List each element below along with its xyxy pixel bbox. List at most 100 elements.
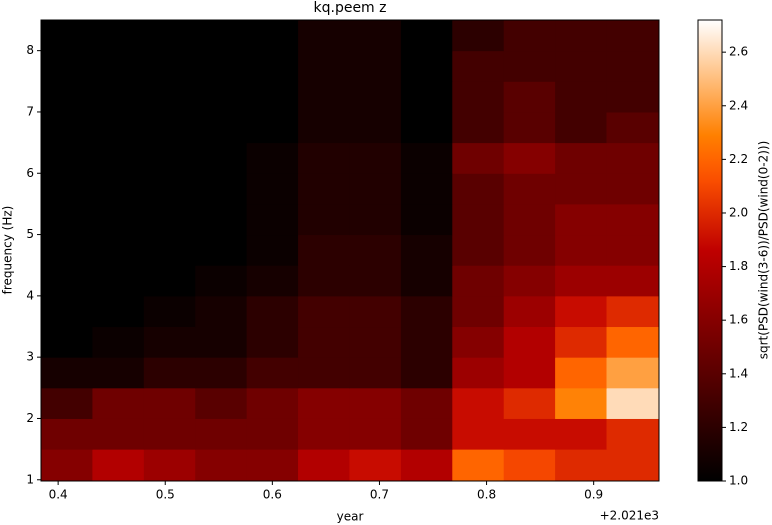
x-tick-label: 0.6 (263, 488, 282, 502)
heat-cell (349, 142, 402, 174)
heat-cell (41, 81, 93, 113)
heat-cell (298, 387, 350, 419)
heat-cell (143, 265, 196, 297)
heat-cell (606, 111, 660, 144)
heat-cell (195, 203, 248, 236)
colorbar-tick-label: 1.6 (729, 313, 748, 327)
heat-cell (503, 326, 556, 358)
heat-cell (606, 50, 660, 82)
heat-cell (503, 265, 556, 297)
heat-cell (195, 142, 248, 174)
heat-cell (555, 173, 608, 205)
heat-cell (400, 357, 453, 389)
plot-frame (40, 19, 660, 482)
heat-cell (606, 265, 660, 297)
heat-cell (143, 326, 196, 358)
colorbar-tick-label: 1.4 (729, 366, 748, 380)
heat-cell (452, 265, 505, 297)
heat-cell (503, 387, 556, 419)
heat-cell (349, 50, 402, 82)
heat-cell (246, 203, 299, 236)
heat-cell (298, 20, 350, 52)
heat-cell (452, 50, 505, 82)
chart-title: kq.peem z (314, 0, 387, 16)
heat-cell (452, 295, 505, 328)
y-axis-label: frequency (Hz) (1, 206, 15, 295)
heat-cell (41, 449, 93, 482)
heat-cell (606, 418, 660, 450)
heat-cell (503, 142, 556, 174)
colorbar-tick-label: 2.2 (729, 152, 748, 166)
heat-cell (606, 234, 660, 266)
colorbar-tick-label: 1.0 (729, 474, 748, 488)
heat-cell (92, 20, 145, 52)
heat-cell (41, 20, 93, 52)
heat-cell (92, 387, 145, 419)
heat-cell (41, 357, 93, 389)
heat-cell (143, 203, 196, 236)
x-tick-label: 0.9 (584, 488, 603, 502)
heat-cell (452, 357, 505, 389)
y-tick-label: 3 (26, 350, 34, 364)
y-tick-label: 1 (26, 472, 34, 486)
heat-cell (606, 357, 660, 389)
heat-cell (246, 173, 299, 205)
heat-cell (41, 142, 93, 174)
heat-cell (298, 326, 350, 358)
heat-cell (298, 295, 350, 328)
heat-cell (503, 295, 556, 328)
heat-cell (195, 449, 248, 482)
heat-cell (452, 142, 505, 174)
colorbar-tick-label: 1.8 (729, 259, 748, 273)
heat-cell (503, 234, 556, 266)
heat-cell (143, 142, 196, 174)
colorbar-tick-label: 2.0 (729, 205, 748, 219)
heat-cell (606, 326, 660, 358)
heat-cell (298, 142, 350, 174)
heat-cell (195, 81, 248, 113)
heat-cell (349, 387, 402, 419)
heat-cell (195, 326, 248, 358)
heat-cell (349, 81, 402, 113)
heat-cell (606, 295, 660, 328)
heat-cell (143, 234, 196, 266)
heat-cell (298, 50, 350, 82)
heat-cell (400, 326, 453, 358)
heat-cell (195, 111, 248, 144)
heat-cell (503, 449, 556, 482)
heat-cell (606, 20, 660, 52)
heat-cell (92, 234, 145, 266)
heat-cell (246, 234, 299, 266)
heat-cell (298, 81, 350, 113)
heat-cell (298, 203, 350, 236)
heat-cell (400, 418, 453, 450)
heat-cell (246, 326, 299, 358)
colorbar-tick-label: 1.2 (729, 420, 748, 434)
heat-cell (555, 326, 608, 358)
heat-cell (400, 234, 453, 266)
heat-cell (555, 50, 608, 82)
heat-cell (246, 265, 299, 297)
y-tick-label: 5 (26, 227, 34, 241)
heat-cell (400, 387, 453, 419)
heat-cell (606, 173, 660, 205)
heat-cell (246, 295, 299, 328)
heat-cell (246, 357, 299, 389)
heat-cell (246, 449, 299, 482)
heat-cell (195, 295, 248, 328)
heat-cell (555, 449, 608, 482)
heat-cell (503, 111, 556, 144)
colorbar-tick-label: 2.6 (729, 45, 748, 59)
heat-cell (143, 111, 196, 144)
heat-cell (555, 265, 608, 297)
heat-cell (143, 449, 196, 482)
heat-cell (452, 20, 505, 52)
heat-cell (606, 203, 660, 236)
heat-cell (143, 357, 196, 389)
heat-cell (92, 295, 145, 328)
heat-cell (143, 20, 196, 52)
heat-cell (298, 173, 350, 205)
colorbar-label: sqrt(PSD(wind(3-6))/PSD(wind(0-2))) (757, 141, 771, 360)
heat-cell (195, 265, 248, 297)
heat-cell (400, 142, 453, 174)
